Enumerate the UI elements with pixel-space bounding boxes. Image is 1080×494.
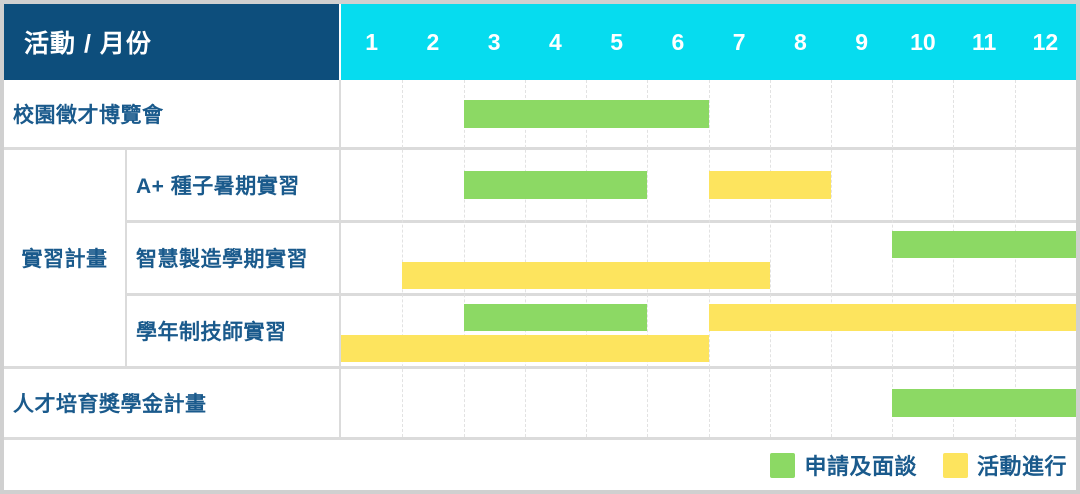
month-cell-10: 10 [910,28,936,55]
row-label-school-year-technician-internship: 學年制技師實習 [136,321,287,344]
grid-line [647,80,649,437]
smart-mfg-apply-bar [892,231,1076,258]
campus-fair-apply-bar [463,99,709,128]
month-cell-7: 7 [732,28,746,55]
smart-mfg-ongoing-bar [402,262,770,289]
divider-line [125,293,1076,296]
scholarship-apply-bar [892,389,1076,417]
grid-line [585,80,587,437]
grid-line [831,80,832,437]
gantt-track-talent-scholarship-program [341,369,1076,437]
month-cell-12: 12 [1032,28,1059,55]
month-header-row: 1 2 3 4 5 6 7 8 9 10 11 12 [341,4,1076,80]
legend-item-apply: 申請及面談 [770,449,917,481]
technician-ongoing-bar-h2 [708,304,1076,331]
month-cell-11: 11 [971,28,997,55]
legend-apply-label: 申請及面談 [804,454,917,479]
header-corner-cell: 活動 / 月份 [4,4,339,80]
legend: 申請及面談 活動進行 [4,440,1076,490]
month-cell-9: 9 [855,28,869,55]
divider-line [125,150,127,366]
grid-line [402,80,404,437]
grid-line [1014,80,1016,437]
legend-ongoing-swatch [942,452,968,478]
row-label-campus-job-fair: 校園徵才博覽會 [13,103,164,127]
grid-line [953,80,955,437]
row-label-smart-manufacturing-semester-internship: 智慧製造學期實習 [136,248,308,271]
month-cell-8: 8 [793,28,807,55]
header-title: 活動 / 月份 [24,30,152,58]
month-cell-1: 1 [365,28,379,55]
gantt-track-aplus-seed-summer-internship [341,150,1076,220]
legend-item-ongoing: 活動進行 [942,449,1067,481]
grid-line [892,80,894,437]
gantt-track-school-year-technician-internship [341,296,1076,366]
month-cell-3: 3 [487,28,501,55]
divider-line [339,80,341,437]
divider-line [125,220,1076,223]
divider-line [4,147,1076,150]
row-label-talent-scholarship-program: 人才培育獎學金計畫 [13,393,207,416]
divider-line [4,437,1076,440]
technician-ongoing-bar-h1 [341,335,709,362]
legend-apply-swatch [770,452,796,478]
aplus-apply-bar [463,171,648,199]
grid-line [463,80,465,437]
row-label-aplus-seed-summer-internship: A+ 種子暑期實習 [136,175,300,198]
grid-line [708,80,710,437]
gantt-track-smart-manufacturing-internship [341,223,1076,293]
aplus-ongoing-bar [708,171,831,199]
month-cell-5: 5 [610,28,624,55]
month-cell-2: 2 [426,28,440,55]
month-cell-4: 4 [548,28,562,55]
divider-line [4,366,1076,369]
month-gridlines [341,80,1076,437]
month-cell-6: 6 [671,28,685,55]
gantt-track-campus-job-fair [341,80,1076,147]
technician-apply-bar [463,304,648,331]
group-label-internship-program: 實習計畫 [21,248,108,271]
legend-ongoing-label: 活動進行 [976,454,1067,479]
grid-line [769,80,771,437]
grid-line [524,80,526,437]
